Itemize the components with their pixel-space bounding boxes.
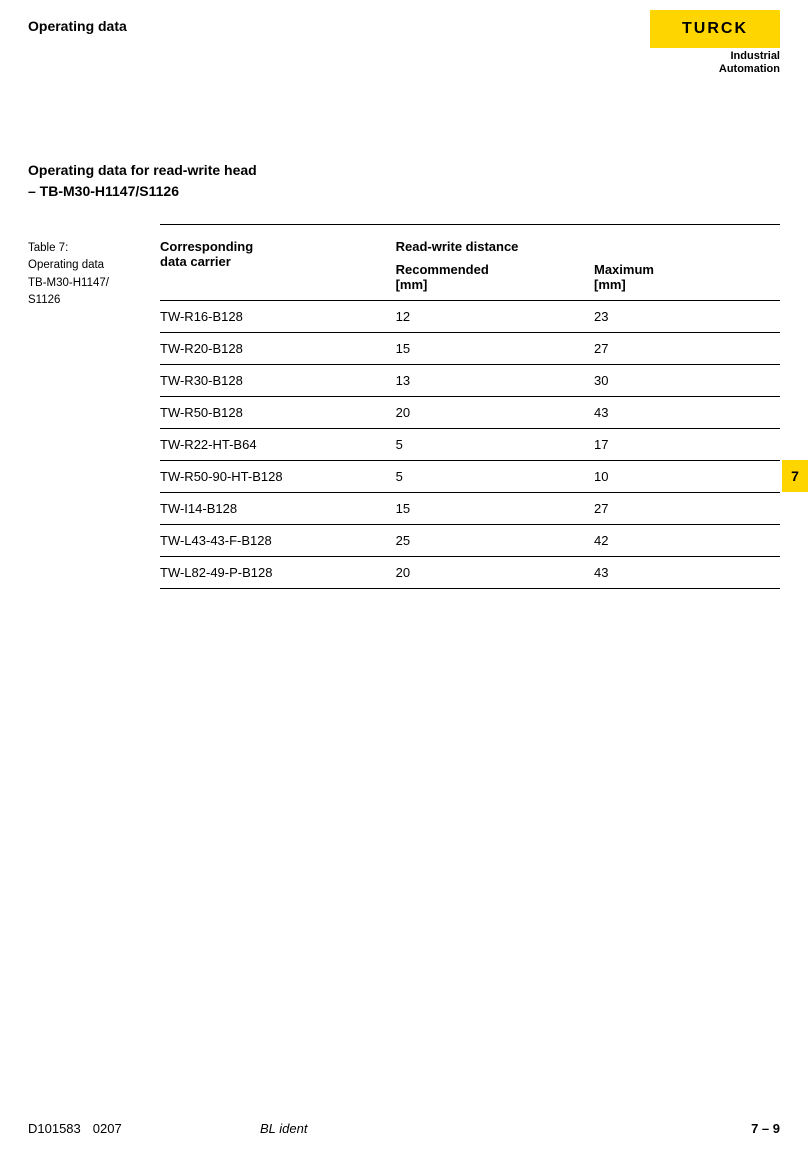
table-caption: Table 7: Operating data TB-M30-H1147/ S1…: [28, 224, 160, 589]
chapter-tab: 7: [782, 460, 808, 492]
cell-carrier: TW-R50-90-HT-B128: [160, 461, 396, 493]
table-row: TW-L82-49-P-B1282043: [160, 557, 780, 589]
page-footer: D101583 0207 BL ident 7 – 9: [0, 1121, 808, 1136]
table-container: Corresponding data carrier Read-write di…: [160, 224, 780, 589]
logo-text: TURCK: [682, 20, 748, 38]
cell-maximum: 42: [594, 525, 780, 557]
table-row: TW-R50-B1282043: [160, 397, 780, 429]
caption-line3: S1126: [28, 292, 150, 309]
cell-recommended: 20: [396, 557, 594, 589]
table-row: TW-L43-43-F-B1282542: [160, 525, 780, 557]
logo-sub-line2: Automation: [719, 63, 780, 75]
table-row: TW-R50-90-HT-B128510: [160, 461, 780, 493]
cell-maximum: 27: [594, 493, 780, 525]
cell-recommended: 25: [396, 525, 594, 557]
subsection-header: Operating data for read-write head – TB-…: [0, 130, 808, 210]
subheader-line2: – TB-M30-H1147/S1126: [28, 181, 780, 202]
table-row: TW-R30-B1281330: [160, 365, 780, 397]
table-row: TW-I14-B1281527: [160, 493, 780, 525]
page-header: Operating data TURCK Industrial Automati…: [0, 0, 808, 130]
table-header-row-1: Corresponding data carrier Read-write di…: [160, 225, 780, 259]
cell-maximum: 43: [594, 397, 780, 429]
cell-recommended: 15: [396, 493, 594, 525]
footer-revision: 0207: [93, 1121, 122, 1136]
cell-recommended: 20: [396, 397, 594, 429]
footer-doc-id: D101583: [28, 1121, 81, 1136]
cell-maximum: 27: [594, 333, 780, 365]
cell-carrier: TW-R50-B128: [160, 397, 396, 429]
cell-carrier: TW-R30-B128: [160, 365, 396, 397]
cell-carrier: TW-R16-B128: [160, 301, 396, 333]
cell-carrier: TW-L82-49-P-B128: [160, 557, 396, 589]
cell-maximum: 43: [594, 557, 780, 589]
col-header-maximum: Maximum [mm]: [594, 258, 780, 301]
cell-recommended: 5: [396, 461, 594, 493]
logo-background: TURCK: [650, 10, 780, 48]
subheader-line1: Operating data for read-write head: [28, 160, 780, 181]
cell-maximum: 10: [594, 461, 780, 493]
logo-sub-line1: Industrial: [730, 50, 780, 62]
caption-line2: TB-M30-H1147/: [28, 275, 150, 292]
content-area: Table 7: Operating data TB-M30-H1147/ S1…: [0, 224, 808, 589]
cell-maximum: 30: [594, 365, 780, 397]
cell-carrier: TW-R20-B128: [160, 333, 396, 365]
cell-carrier: TW-L43-43-F-B128: [160, 525, 396, 557]
col-super-header-distance: Read-write distance: [396, 225, 780, 259]
cell-carrier: TW-I14-B128: [160, 493, 396, 525]
cell-recommended: 15: [396, 333, 594, 365]
footer-center: BL ident: [260, 1121, 307, 1136]
logo-subtitle: Industrial Automation: [650, 50, 780, 76]
col-header-carrier: Corresponding data carrier: [160, 225, 396, 301]
brand-logo: TURCK Industrial Automation: [650, 10, 780, 76]
cell-maximum: 17: [594, 429, 780, 461]
cell-recommended: 13: [396, 365, 594, 397]
cell-recommended: 12: [396, 301, 594, 333]
cell-maximum: 23: [594, 301, 780, 333]
footer-left: D101583 0207: [28, 1121, 122, 1136]
col-header-recommended: Recommended [mm]: [396, 258, 594, 301]
footer-page-number: 7 – 9: [751, 1121, 780, 1136]
cell-recommended: 5: [396, 429, 594, 461]
cell-carrier: TW-R22-HT-B64: [160, 429, 396, 461]
caption-line1: Operating data: [28, 257, 150, 274]
table-row: TW-R16-B1281223: [160, 301, 780, 333]
table-row: TW-R22-HT-B64517: [160, 429, 780, 461]
caption-prefix: Table 7:: [28, 240, 150, 257]
table-row: TW-R20-B1281527: [160, 333, 780, 365]
operating-data-table: Corresponding data carrier Read-write di…: [160, 224, 780, 589]
